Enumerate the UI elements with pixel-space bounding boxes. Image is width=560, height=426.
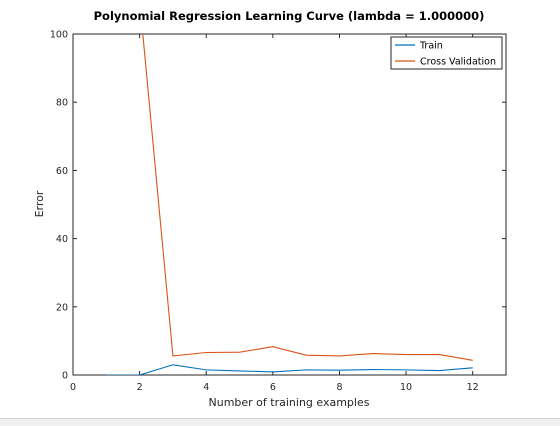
legend-label-1: Cross Validation (420, 57, 496, 68)
chart-title: Polynomial Regression Learning Curve (la… (94, 9, 485, 23)
legend: Train Cross Validation (390, 36, 503, 70)
y-tick-label-0: 0 (62, 371, 68, 382)
y-tick-label-4: 80 (56, 98, 68, 109)
legend-label-0: Train (419, 41, 443, 52)
series-layer (106, 34, 473, 375)
plot-area (72, 33, 507, 376)
series-line-cross-validation (142, 34, 473, 361)
x-axis-label: Number of training examples (209, 396, 370, 409)
legend-box (390, 36, 503, 70)
x-tick-label-5: 10 (400, 382, 412, 393)
y-tick-label-5: 100 (50, 30, 68, 41)
y-axis-label: Error (33, 190, 46, 217)
y-tick-label-1: 20 (56, 302, 68, 313)
x-tick-label-6: 12 (467, 382, 479, 393)
x-tick-label-0: 0 (70, 382, 76, 393)
y-axis: 0 20 40 60 80 100 (50, 30, 506, 382)
window-bottom-edge (0, 418, 560, 423)
x-tick-label-2: 4 (203, 382, 209, 393)
series-line-train (106, 364, 473, 375)
y-tick-label-3: 60 (56, 166, 68, 177)
x-axis: 0 2 4 6 8 10 12 (70, 34, 479, 393)
x-tick-label-4: 8 (336, 382, 342, 393)
y-tick-label-2: 40 (56, 234, 68, 245)
x-tick-label-1: 2 (137, 382, 143, 393)
x-tick-label-3: 6 (270, 382, 276, 393)
